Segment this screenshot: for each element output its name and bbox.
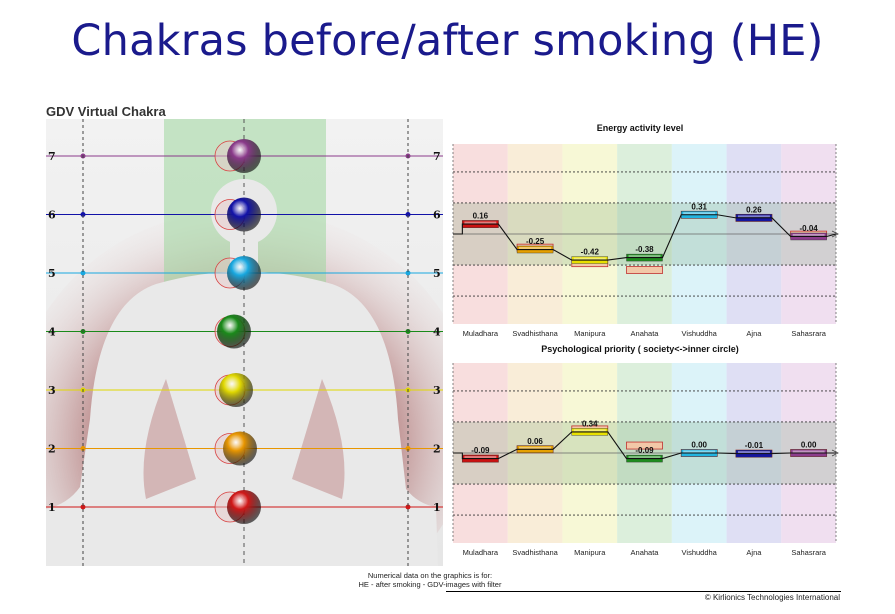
- level-dot-right-6: [405, 212, 411, 217]
- chart2-value-label-2: 0.34: [582, 419, 598, 428]
- level-dot-left-6: [80, 212, 86, 217]
- chart2-category-0: Muladhara: [463, 548, 499, 557]
- chakra-ball-2: [223, 431, 257, 466]
- level-dot-right-2: [405, 446, 411, 451]
- virtual-chakra-panel: 1 1 2 2 3 3 4 4 5 5 6 6 7 7: [46, 119, 443, 566]
- level-dot-left-2: [80, 446, 86, 451]
- chart2-category-5: Ajna: [746, 548, 762, 557]
- chart1-bar-shine-1: [519, 247, 552, 250]
- chart2-title: Psychological priority ( society<->inner…: [541, 344, 739, 354]
- level-label-right-2: 2: [433, 443, 441, 456]
- level-label-right-3: 3: [433, 384, 441, 397]
- chart2-bar-shine-4: [683, 450, 716, 453]
- chart1-bar-shine-2: [573, 257, 606, 260]
- chakra-ball-6: [227, 197, 261, 232]
- chart2-category-6: Sahasrara: [791, 548, 826, 557]
- level-label-right-5: 5: [433, 267, 441, 280]
- chakra-ball-5: [227, 256, 261, 290]
- chart1-category-3: Anahata: [631, 329, 660, 338]
- chart2-category-3: Anahata: [631, 548, 660, 557]
- chart1-before-marker-3: [626, 266, 663, 274]
- left-arm-shadow: [143, 379, 196, 499]
- right-arm-shadow: [292, 379, 345, 499]
- level-label-left-1: 1: [48, 501, 56, 514]
- chart2-bar-shine-6: [792, 450, 825, 453]
- chart2-before-marker-3: [626, 441, 663, 450]
- chakra-ball-7: [227, 139, 261, 173]
- chart2-profile-line: [453, 431, 836, 460]
- chart1-category-4: Vishuddha: [682, 329, 718, 338]
- chart2-category-1: Svadhisthana: [512, 548, 558, 557]
- level-label-left-6: 6: [48, 209, 56, 222]
- chart2-value-label-5: -0.01: [745, 441, 764, 450]
- chart2-value-label-0: -0.09: [471, 446, 490, 455]
- slide-title: Chakras before/after smoking (HE): [71, 16, 824, 66]
- chart2-value-label-1: 0.06: [527, 437, 543, 446]
- level-label-left-5: 5: [48, 267, 56, 280]
- level-label-right-7: 7: [433, 150, 441, 163]
- chart1-profile-line: [453, 214, 837, 261]
- footnote-line2: HE - after smoking - GDV-images with fil…: [358, 580, 502, 589]
- chakra-charts: Energy activity level Psychological prio…: [452, 123, 839, 557]
- chart2-value-label-6: 0.00: [801, 441, 817, 450]
- level-label-left-3: 3: [48, 384, 56, 397]
- chart2-axis-arrow: [831, 449, 839, 457]
- chart2-bar-shine-3: [628, 456, 661, 459]
- level-label-right-4: 4: [433, 326, 441, 339]
- chakra-ball-4: [217, 314, 251, 349]
- footnote: Numerical data on the graphics is for: H…: [300, 571, 560, 589]
- chart1-axis-arrow: [831, 230, 839, 238]
- chart1-bar-shine-3: [628, 255, 661, 258]
- level-dot-left-5: [80, 270, 86, 276]
- chakra-ball-3: [219, 373, 253, 407]
- level-label-left-4: 4: [48, 326, 56, 339]
- chart1-title: Energy activity level: [597, 123, 684, 133]
- level-dot-right-5: [405, 270, 411, 276]
- chart2-bar-shine-0: [464, 456, 497, 459]
- chart1-value-label-4: 0.31: [691, 202, 707, 211]
- chart2-bar-shine-5: [737, 451, 770, 454]
- chart1-value-label-2: -0.42: [581, 248, 600, 257]
- chart1-value-label-6: -0.04: [800, 224, 819, 233]
- level-label-right-1: 1: [433, 501, 441, 514]
- chart1-category-5: Ajna: [746, 329, 762, 338]
- chart1-value-label-5: 0.26: [746, 205, 762, 214]
- chart1-bar-shine-4: [683, 212, 716, 215]
- chart1-category-6: Sahasrara: [791, 329, 826, 338]
- chart2-value-label-3: -0.09: [635, 446, 654, 455]
- level-label-right-6: 6: [433, 209, 441, 222]
- copyright: © Kirlionics Technologies International: [704, 593, 840, 602]
- panel-title: GDV Virtual Chakra: [46, 104, 166, 119]
- chart1-bar-shine-6: [792, 233, 825, 236]
- footer-rule: [446, 591, 841, 592]
- chart2-bar-shine-1: [519, 446, 552, 449]
- chart2-bar-shine-2: [573, 429, 606, 432]
- chart2-category-4: Vishuddha: [682, 548, 718, 557]
- level-label-left-7: 7: [48, 150, 56, 163]
- chart1-value-label-0: 0.16: [473, 212, 489, 221]
- footnote-line1: Numerical data on the graphics is for:: [367, 571, 493, 580]
- chart1-value-label-3: -0.38: [635, 245, 654, 254]
- chart1-bar-shine-0: [464, 221, 497, 224]
- level-dot-right-1: [405, 504, 411, 510]
- chakra-ball-1: [227, 490, 261, 524]
- chart2-category-2: Manipura: [574, 548, 606, 557]
- chart1-bar-shine-5: [737, 215, 770, 218]
- chart1-value-label-1: -0.25: [526, 237, 545, 246]
- chart1-category-2: Manipura: [574, 329, 606, 338]
- level-dot-left-1: [80, 504, 86, 510]
- chart1-category-0: Muladhara: [463, 329, 499, 338]
- level-label-left-2: 2: [48, 443, 56, 456]
- chart1-category-1: Svadhisthana: [512, 329, 558, 338]
- chart2-value-label-4: 0.00: [691, 441, 707, 450]
